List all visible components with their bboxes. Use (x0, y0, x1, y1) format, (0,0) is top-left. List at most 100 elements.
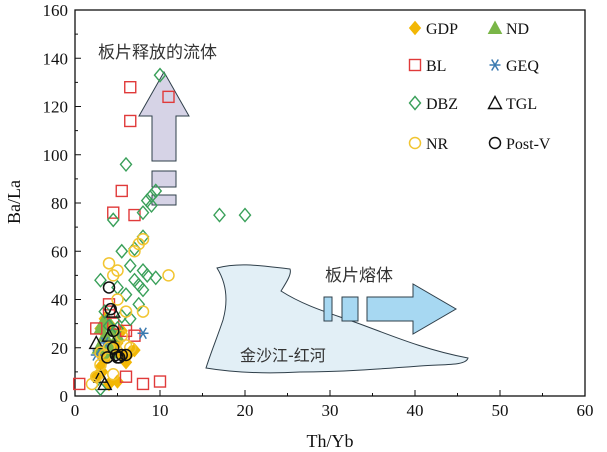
data-point (124, 341, 137, 354)
data-point (137, 327, 149, 340)
data-point (119, 370, 133, 383)
legend-marker (408, 58, 422, 72)
data-point (128, 329, 141, 342)
asterisk-stroke (491, 59, 499, 71)
slab-melt-label: 板片熔体 (325, 266, 393, 286)
legend-marker (489, 59, 501, 71)
asterisk-stroke (139, 327, 147, 340)
data-point (136, 305, 150, 318)
legend-item-nd: ND (487, 20, 529, 38)
data-point (136, 232, 150, 246)
legend-item-dbz: DBZ (408, 95, 458, 113)
y-tick-label: 120 (43, 98, 69, 117)
slab-fluid-label: 板片释放的流体 (98, 43, 217, 63)
legend-label: TGL (506, 96, 537, 113)
x-tick-label: 10 (152, 401, 169, 420)
data-point (107, 206, 120, 219)
series-dbz (94, 67, 252, 397)
legend-item-gdp: GDP (408, 20, 458, 38)
legend-item-geq: GEQ (489, 58, 539, 75)
melt-arrow-segment-2 (341, 296, 359, 322)
data-point (112, 351, 126, 364)
data-point (124, 80, 137, 94)
data-point (132, 277, 146, 293)
data-point (128, 245, 141, 258)
data-point (104, 302, 117, 316)
legend-marker (408, 95, 422, 111)
data-point (149, 270, 163, 286)
melt-arrow-head (366, 283, 457, 335)
legend-label: ND (506, 21, 529, 38)
legend-label: Post-V (506, 136, 551, 153)
data-point (90, 370, 103, 383)
jinsha-honghe-region-shape (205, 264, 469, 374)
series-tgl (88, 303, 121, 391)
y-tick-label: 40 (51, 291, 68, 310)
data-point (106, 212, 120, 228)
data-point (119, 305, 133, 318)
data-point (119, 156, 133, 172)
legend-label: DBZ (426, 96, 458, 113)
x-axis-label: Th/Yb (307, 431, 354, 451)
y-tick-label: 0 (60, 387, 69, 406)
data-point (111, 279, 124, 296)
y-tick-label: 160 (43, 1, 69, 20)
legend-marker (487, 20, 503, 34)
legend-item-tgl: TGL (487, 95, 537, 113)
legend-label: BL (426, 58, 446, 75)
data-point (97, 375, 113, 391)
data-point (136, 205, 150, 221)
data-point (145, 188, 158, 204)
y-tick-label: 60 (51, 242, 68, 261)
data-point (149, 183, 163, 199)
data-point (136, 262, 150, 279)
data-point (85, 377, 99, 391)
data-point (162, 269, 175, 282)
legend-item-post-v: Post-V (488, 136, 551, 153)
data-point (92, 368, 109, 383)
series-nr (85, 232, 175, 391)
data-points (73, 67, 252, 397)
y-tick-label: 100 (43, 146, 69, 165)
series-geq (90, 327, 149, 361)
data-point (162, 90, 175, 104)
data-point (140, 193, 154, 209)
data-point (123, 258, 137, 274)
x-tick-label: 40 (407, 401, 424, 420)
data-point (115, 184, 128, 198)
data-point (102, 281, 116, 294)
legend-marker (488, 136, 502, 150)
fluid-arrow-head (138, 70, 190, 162)
data-point (111, 264, 124, 277)
data-point (119, 287, 133, 303)
axes: 0 10 20 30 40 50 60 0 20 40 60 80 100 120 140 160 (43, 1, 594, 420)
legend-label: GEQ (506, 58, 539, 75)
data-point (115, 243, 129, 259)
data-point (111, 293, 124, 306)
fluid-arrow-segment-2 (151, 170, 177, 188)
data-point (238, 207, 252, 223)
data-point (145, 197, 158, 213)
data-point (153, 375, 167, 388)
data-point (128, 272, 141, 288)
region-label: 金沙江-红河 (240, 346, 326, 365)
data-point (124, 114, 137, 128)
data-point (153, 67, 167, 83)
melt-arrow-segment-1 (323, 296, 333, 322)
data-point (107, 368, 120, 381)
y-tick-label: 20 (51, 339, 68, 358)
legend-marker (487, 95, 503, 110)
y-axis-label: Ba/La (4, 180, 24, 224)
annotation-text: 板片释放的流体 板片熔体 金沙江-红河 Th/Yb Ba/La (4, 43, 393, 451)
series-post-v (101, 281, 133, 364)
y-tick-label: 140 (43, 49, 69, 68)
data-point (136, 282, 150, 298)
x-tick-label: 30 (322, 401, 339, 420)
data-point (102, 318, 116, 334)
data-point (94, 272, 107, 288)
x-tick-label: 0 (71, 401, 80, 420)
legend: GDP ND BL GEQ DBZ TGL NR Post-V (408, 20, 551, 153)
x-tick-label: 50 (492, 401, 509, 420)
data-point (109, 348, 123, 362)
